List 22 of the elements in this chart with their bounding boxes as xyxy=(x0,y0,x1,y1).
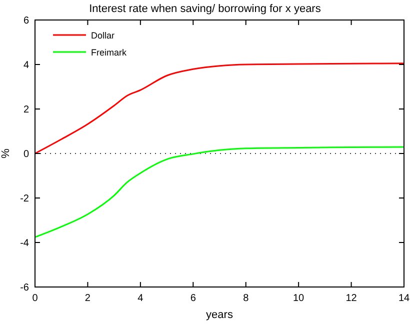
chart-title: Interest rate when saving/ borrowing for x years xyxy=(89,3,322,15)
x-tick-label: 12 xyxy=(346,293,358,304)
line-series xyxy=(34,62,405,154)
y-tick-label: -2 xyxy=(20,194,30,204)
x-tick-label: 4 xyxy=(138,293,144,304)
y-axis-title: % xyxy=(0,148,12,158)
y-tick-label: 4 xyxy=(23,60,30,71)
x-tick-label: 2 xyxy=(84,293,91,304)
legend-label: Freimark xyxy=(91,48,127,58)
y-tick-label: 6 xyxy=(23,16,30,26)
x-tick-label: 10 xyxy=(293,293,305,304)
x-tick-label: 8 xyxy=(243,293,250,304)
x-axis-title: years xyxy=(206,309,234,321)
y-tick-label: -4 xyxy=(20,238,30,249)
legend-label: Dollar xyxy=(91,30,115,40)
x-tick-label: 14 xyxy=(398,293,410,304)
line-series xyxy=(34,146,405,238)
y-tick-label: -6 xyxy=(20,282,30,294)
x-tick-label: 6 xyxy=(190,293,196,304)
x-tick-label: 0 xyxy=(32,293,38,304)
y-tick-label: 0 xyxy=(23,149,30,160)
y-tick-label: 2 xyxy=(23,104,30,116)
